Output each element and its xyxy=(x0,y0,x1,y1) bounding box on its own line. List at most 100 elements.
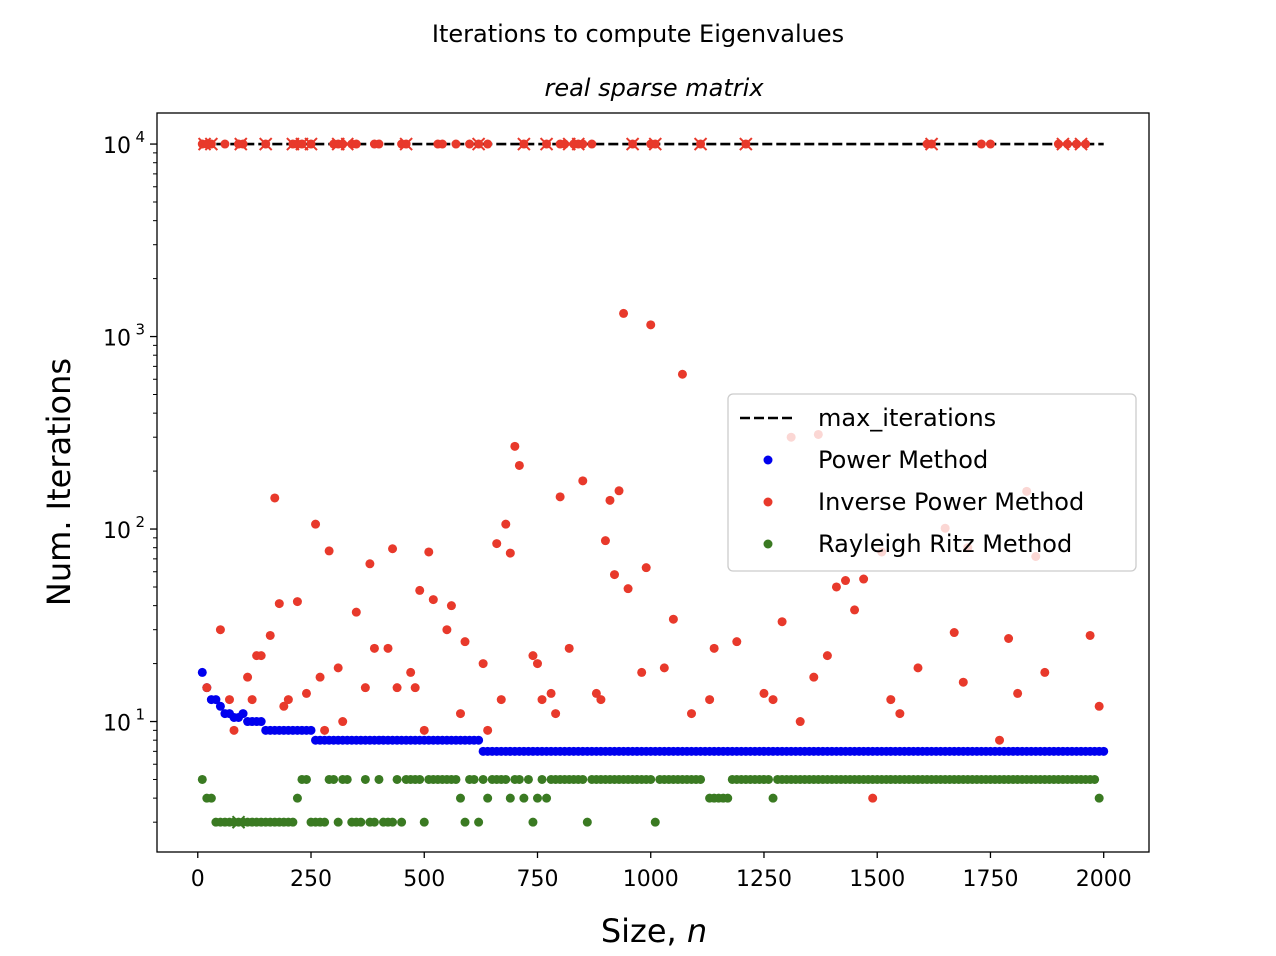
rayleigh-ritz-method-failed-marker xyxy=(231,815,246,829)
rayleigh-ritz-method-point xyxy=(419,817,429,827)
inverse-power-method-point xyxy=(315,672,325,682)
y-tick-label: 10 xyxy=(103,134,131,159)
inverse-power-method-point xyxy=(949,628,959,638)
x-axis-label-text: Size, xyxy=(601,912,687,950)
x-axis-label-variable: n xyxy=(687,912,707,950)
inverse-power-method-point xyxy=(777,617,787,627)
inverse-power-method-point xyxy=(609,570,619,580)
rayleigh-ritz-method-point xyxy=(415,774,425,784)
inverse-power-method-point xyxy=(492,539,502,549)
rayleigh-ritz-method-point xyxy=(505,793,515,803)
inverse-power-method-point xyxy=(415,585,425,595)
inverse-power-method-failed-marker xyxy=(1056,137,1070,151)
rayleigh-ritz-method-point xyxy=(388,817,398,827)
rayleigh-ritz-method-point xyxy=(333,817,343,827)
rayleigh-ritz-method-point xyxy=(532,793,542,803)
inverse-power-method-point xyxy=(265,630,275,640)
inverse-power-method-point xyxy=(446,601,456,611)
inverse-power-method-point xyxy=(551,709,561,719)
inverse-power-method-point xyxy=(868,793,878,803)
inverse-power-method-point xyxy=(528,651,538,661)
inverse-power-method-point xyxy=(383,643,393,653)
rayleigh-ritz-method-point xyxy=(451,774,461,784)
rayleigh-ritz-method-layer xyxy=(197,774,1104,829)
rayleigh-ritz-method-point xyxy=(483,793,493,803)
legend-rayleigh-ritz-method-label: Rayleigh Ritz Method xyxy=(818,530,1072,558)
rayleigh-ritz-method-point xyxy=(360,774,370,784)
inverse-power-method-point xyxy=(301,688,311,698)
inverse-power-method-point xyxy=(677,369,687,379)
inverse-power-method-point xyxy=(243,672,253,682)
rayleigh-ritz-method-point xyxy=(723,793,733,803)
inverse-power-method-point xyxy=(1040,667,1050,677)
rayleigh-ritz-method-point xyxy=(292,793,302,803)
inverse-power-method-point xyxy=(442,625,452,635)
rayleigh-ritz-method-point xyxy=(582,817,592,827)
x-tick-label: 1500 xyxy=(849,867,905,892)
power-method-point xyxy=(474,735,484,745)
inverse-power-method-failed-marker xyxy=(648,137,662,151)
inverse-power-method-point xyxy=(809,672,819,682)
inverse-power-method-point xyxy=(320,725,330,735)
rayleigh-ritz-method-point xyxy=(329,774,339,784)
y-tick-exponent: 4 xyxy=(135,128,145,146)
chart-subtitle: real sparse matrix xyxy=(544,74,764,102)
power-method-point xyxy=(211,695,221,705)
rayleigh-ritz-method-point xyxy=(342,774,352,784)
x-tick-label: 250 xyxy=(290,867,332,892)
inverse-power-method-point xyxy=(637,667,647,677)
x-tick-label: 1000 xyxy=(623,867,679,892)
inverse-power-method-point xyxy=(351,607,361,617)
inverse-power-method-point xyxy=(646,320,656,330)
inverse-power-method-point xyxy=(501,519,511,529)
inverse-power-method-capped-point xyxy=(483,139,493,149)
x-tick-label: 1750 xyxy=(962,867,1018,892)
rayleigh-ritz-method-point xyxy=(650,817,660,827)
inverse-power-method-point xyxy=(1013,688,1023,698)
rayleigh-ritz-method-point xyxy=(392,774,402,784)
inverse-power-method-failed-marker xyxy=(399,137,413,151)
inverse-power-method-point xyxy=(913,663,923,673)
inverse-power-method-failed-marker xyxy=(517,137,531,151)
inverse-power-method-point xyxy=(419,725,429,735)
inverse-power-method-point xyxy=(886,695,896,705)
rayleigh-ritz-method-point xyxy=(514,774,524,784)
inverse-power-method-failed-marker xyxy=(571,137,585,151)
inverse-power-method-failed-marker xyxy=(693,137,708,151)
inverse-power-method-point xyxy=(338,717,348,727)
inverse-power-method-point xyxy=(256,651,266,661)
inverse-power-method-point xyxy=(614,486,624,496)
inverse-power-method-point xyxy=(505,548,515,558)
inverse-power-method-point xyxy=(1004,634,1014,644)
inverse-power-method-failed-marker xyxy=(1074,137,1088,151)
inverse-power-method-capped-point xyxy=(437,139,447,149)
power-method-point xyxy=(256,717,266,727)
chart-title: Iterations to compute Eigenvalues xyxy=(432,20,844,48)
inverse-power-method-failed-marker xyxy=(340,137,354,151)
x-tick-label: 750 xyxy=(516,867,558,892)
inverse-power-method-point xyxy=(215,625,225,635)
inverse-power-method-layer xyxy=(197,137,1104,803)
inverse-power-method-point xyxy=(596,695,606,705)
plot-frame xyxy=(156,112,1150,853)
inverse-power-method-point xyxy=(496,695,506,705)
inverse-power-method-point xyxy=(392,683,402,693)
inverse-power-method-failed-marker xyxy=(304,137,318,151)
rayleigh-ritz-method-point xyxy=(397,817,407,827)
inverse-power-method-point xyxy=(410,683,420,693)
inverse-power-method-point xyxy=(605,495,615,505)
legend: max_iterations Power Method Inverse Powe… xyxy=(727,393,1137,572)
power-method-point xyxy=(238,709,248,719)
rayleigh-ritz-method-point xyxy=(528,817,538,827)
inverse-power-method-point xyxy=(279,701,289,711)
inverse-power-method-capped-point xyxy=(351,139,361,149)
inverse-power-method-point xyxy=(795,717,805,727)
legend-inverse-power-method-label: Inverse Power Method xyxy=(818,488,1084,516)
inverse-power-method-point xyxy=(514,460,524,470)
x-tick-label: 0 xyxy=(191,867,205,892)
inverse-power-method-point xyxy=(247,695,257,705)
legend-power-method-swatch xyxy=(763,455,773,465)
rayleigh-ritz-method-point xyxy=(764,774,774,784)
inverse-power-method-point xyxy=(841,576,851,586)
